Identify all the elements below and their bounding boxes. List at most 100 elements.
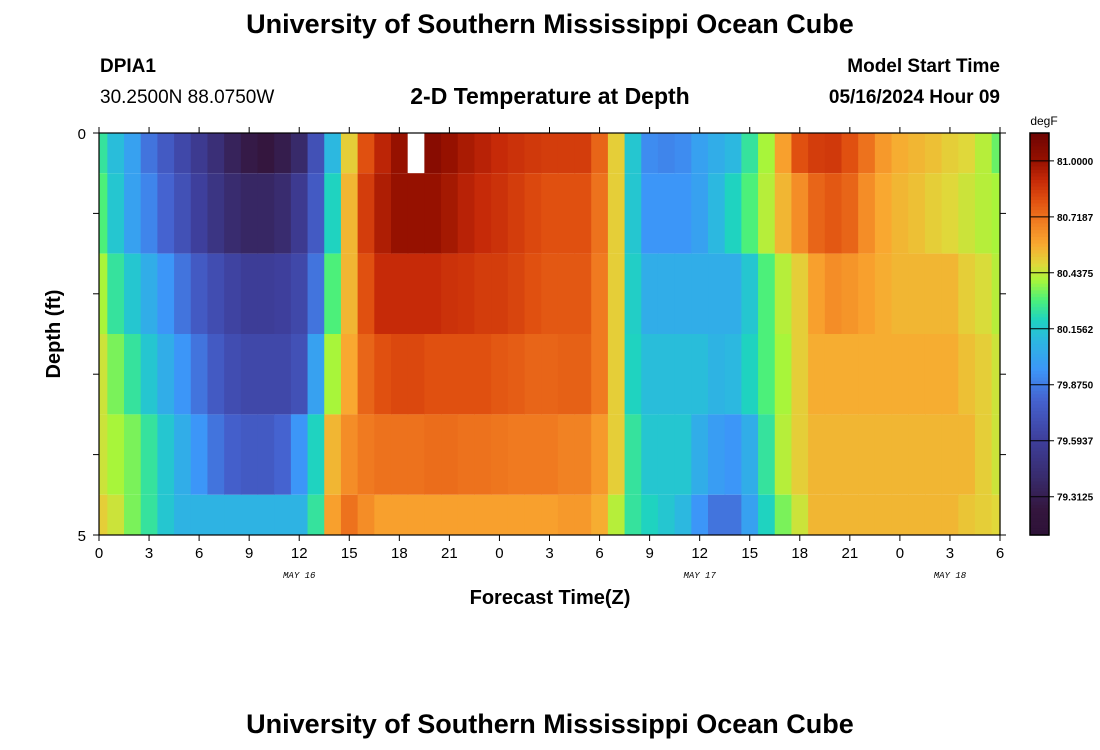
colorbar-segment — [1030, 370, 1049, 375]
heatmap-cell — [607, 173, 626, 254]
colorbar-segment — [1030, 143, 1049, 147]
heatmap-cell — [524, 253, 542, 334]
heatmap-cell — [641, 133, 659, 174]
heatmap-cell — [324, 414, 342, 495]
heatmap-cell — [224, 414, 242, 495]
page-title: University of Southern Mississippi Ocean… — [246, 9, 854, 39]
colorbar-segment — [1030, 421, 1049, 426]
heatmap-cell — [174, 253, 192, 334]
colorbar-segment — [1030, 189, 1049, 194]
heatmap-cell — [457, 253, 476, 334]
colorbar-segment — [1030, 290, 1049, 295]
heatmap-cell — [741, 414, 759, 495]
heatmap-cell — [407, 133, 425, 174]
heatmap-cell — [441, 414, 459, 495]
heatmap-cell — [290, 173, 309, 254]
colorbar-segment — [1030, 397, 1049, 402]
heatmap-cell — [708, 133, 726, 174]
heatmap-cell — [708, 173, 726, 254]
heatmap-cell — [858, 414, 876, 495]
heatmap-cell — [974, 414, 993, 495]
x-tick-label: 15 — [341, 545, 358, 562]
heatmap-cell — [841, 133, 859, 174]
heatmap-cell — [124, 334, 142, 415]
heatmap-cell — [474, 334, 492, 415]
heatmap-cell — [357, 494, 375, 535]
colorbar-segment — [1030, 149, 1049, 154]
heatmap-cell — [107, 494, 125, 535]
heatmap-cell — [657, 253, 676, 334]
heatmap-cell — [657, 494, 676, 535]
colorbar-segment — [1030, 250, 1049, 255]
colorbar-segment — [1030, 491, 1049, 496]
heatmap-cell — [257, 494, 275, 535]
heatmap-cells — [99, 133, 1001, 535]
heatmap-cell — [924, 253, 943, 334]
heatmap-cell — [624, 173, 642, 254]
heatmap-cell — [274, 494, 292, 535]
heatmap-cell — [457, 133, 476, 174]
heatmap-cell — [491, 414, 509, 495]
heatmap-cell — [524, 414, 542, 495]
heatmap-cell — [674, 173, 692, 254]
heatmap-cell — [491, 133, 509, 174]
heatmap-cell — [340, 133, 359, 174]
heatmap-cell — [240, 173, 259, 254]
heatmap-cell — [791, 133, 809, 174]
heatmap-cell — [140, 494, 158, 535]
heatmap-cell — [874, 494, 893, 535]
heatmap-cell — [441, 133, 459, 174]
heatmap-cell — [591, 133, 609, 174]
heatmap-cell — [124, 414, 142, 495]
date-label: MAY 16 — [283, 571, 316, 581]
heatmap-cell — [274, 334, 292, 415]
heatmap-cell — [140, 133, 158, 174]
heatmap-cell — [724, 494, 742, 535]
heatmap-cell — [991, 133, 1001, 174]
heatmap-cell — [474, 414, 492, 495]
heatmap-cell — [674, 494, 692, 535]
heatmap-cell — [974, 173, 993, 254]
heatmap-cell — [607, 494, 626, 535]
colorbar-segment — [1030, 277, 1049, 281]
colorbar-segment — [1030, 226, 1049, 231]
heatmap-cell — [174, 133, 192, 174]
colorbar-segment — [1030, 320, 1049, 325]
colorbar-segment — [1030, 468, 1049, 472]
heatmap-cell — [741, 133, 759, 174]
heatmap-cell — [424, 173, 442, 254]
heatmap-cell — [424, 414, 442, 495]
heatmap-cell — [99, 414, 108, 495]
heatmap-cell — [491, 334, 509, 415]
colorbar-segment — [1030, 139, 1049, 144]
heatmap-cell — [657, 334, 676, 415]
heatmap-cell — [591, 494, 609, 535]
heatmap-cell — [491, 253, 509, 334]
colorbar-segment — [1030, 387, 1049, 392]
colorbar-segment — [1030, 390, 1049, 395]
heatmap-cell — [324, 334, 342, 415]
colorbar-segment — [1030, 454, 1049, 459]
colorbar-segment — [1030, 364, 1049, 369]
heatmap-cell — [758, 334, 776, 415]
heatmap-cell — [657, 133, 676, 174]
heatmap-cell — [224, 334, 242, 415]
heatmap-cell — [524, 173, 542, 254]
heatmap-cell — [758, 414, 776, 495]
heatmap-cell — [307, 173, 325, 254]
heatmap-cell — [290, 494, 309, 535]
heatmap-cell — [858, 173, 876, 254]
heatmap-cell — [107, 133, 125, 174]
colorbar-segment — [1030, 434, 1049, 439]
heatmap-cell — [240, 253, 259, 334]
heatmap-cell — [507, 334, 526, 415]
heatmap-cell — [99, 253, 108, 334]
heatmap-cell — [174, 173, 192, 254]
heatmap-cell — [290, 253, 309, 334]
colorbar-segment — [1030, 159, 1049, 164]
colorbar-segment — [1030, 133, 1049, 137]
heatmap-cell — [808, 173, 826, 254]
x-tick-label: 12 — [291, 545, 308, 562]
heatmap-cell — [124, 173, 142, 254]
heatmap-cell — [924, 133, 943, 174]
